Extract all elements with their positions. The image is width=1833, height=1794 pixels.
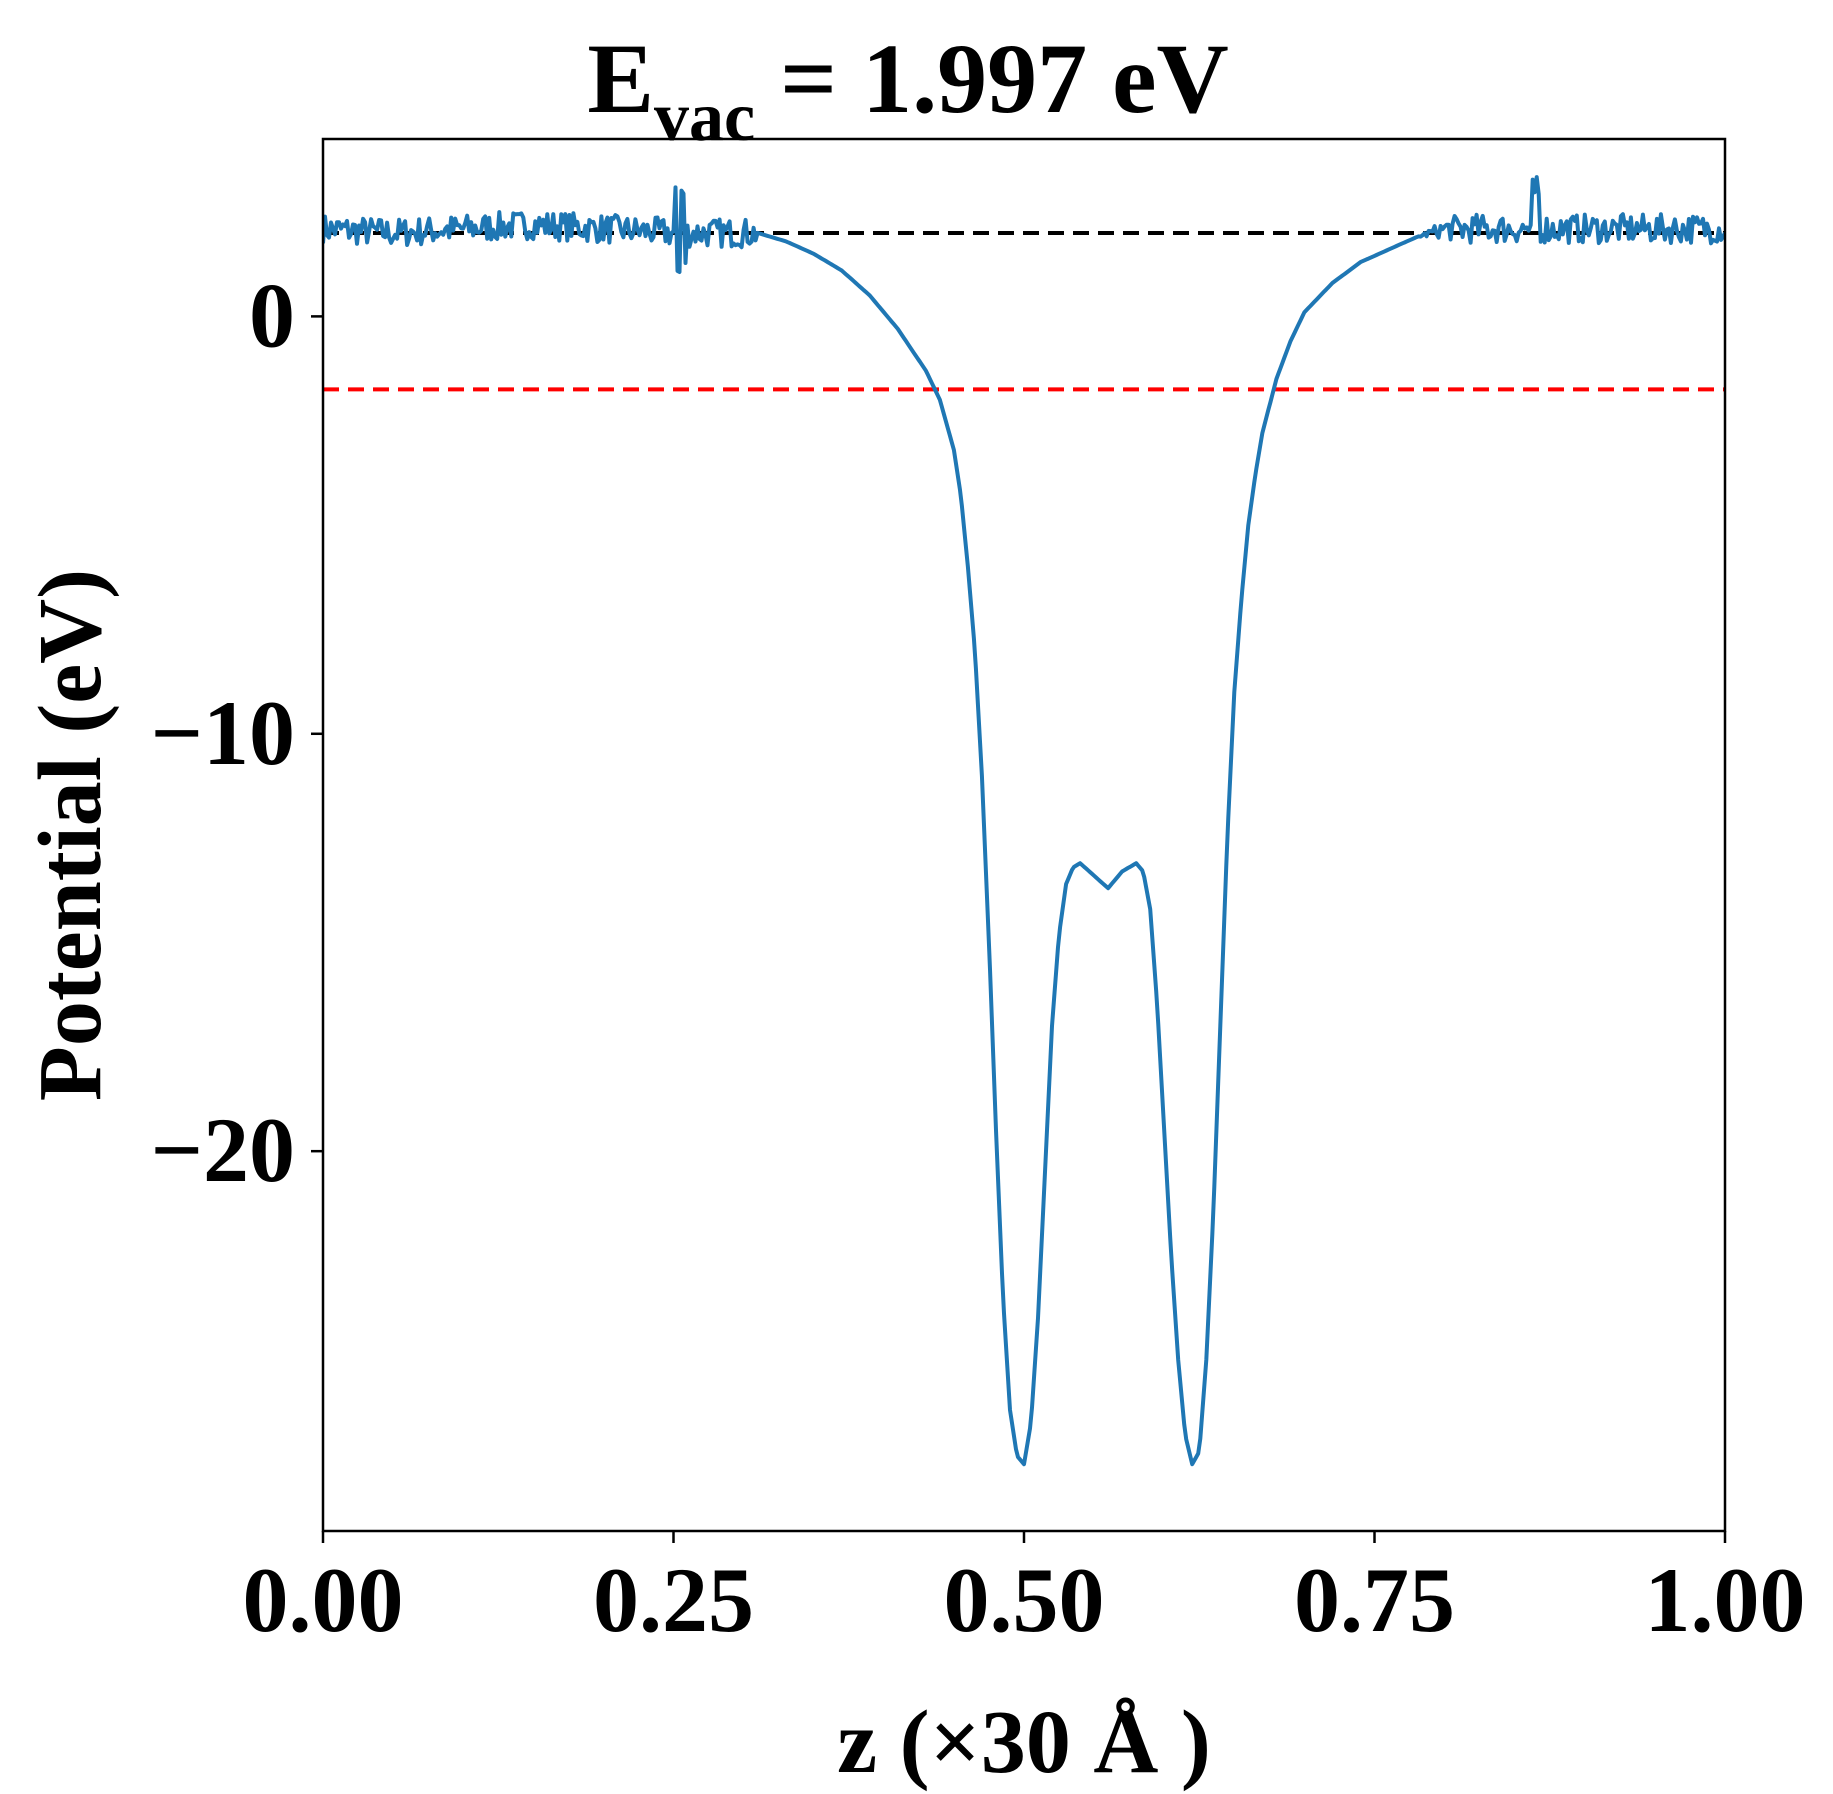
y-axis-label: Potential (eV) <box>21 569 120 1101</box>
x-tick-label: 0.50 <box>944 1549 1105 1651</box>
chart-title: Evac = 1.997 eV <box>587 23 1228 156</box>
x-tick-label: 0.75 <box>1294 1549 1455 1651</box>
x-tick-label: 1.00 <box>1645 1549 1806 1651</box>
title-main: E <box>587 23 654 134</box>
x-tick-label: 0.25 <box>593 1549 754 1651</box>
y-tick-label: 0 <box>249 264 295 366</box>
svg-text:Evac = 1.997 eV: Evac = 1.997 eV <box>587 23 1228 156</box>
y-tick-label: −10 <box>151 682 295 784</box>
title-subscript: vac <box>654 79 755 156</box>
y-tick-label: −20 <box>151 1099 295 1201</box>
title-rest: = 1.997 eV <box>755 23 1229 134</box>
x-axis-label: z (×30 Å ) <box>837 1693 1211 1792</box>
potential-line <box>323 175 1725 1467</box>
plot-frame <box>321 137 1727 1533</box>
x-tick-label: 0.00 <box>243 1549 404 1651</box>
